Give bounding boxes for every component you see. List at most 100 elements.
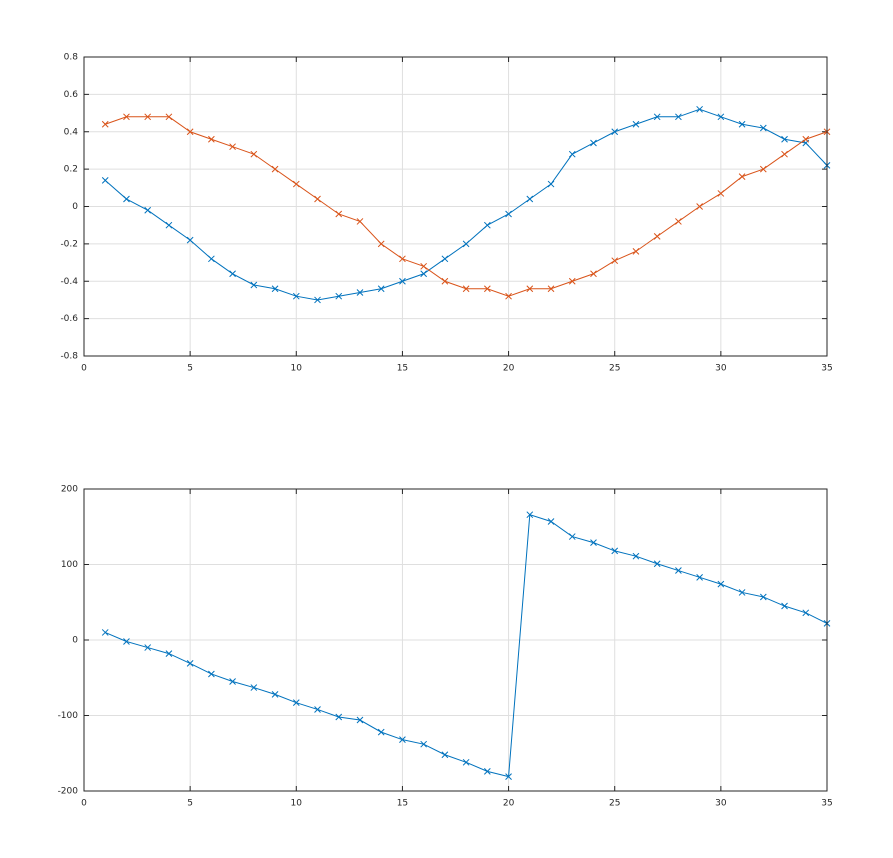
marker <box>292 699 300 707</box>
marker <box>101 629 109 636</box>
x-tick-label: 5 <box>187 799 193 809</box>
marker <box>632 552 640 560</box>
marker <box>717 113 725 121</box>
marker <box>675 567 682 574</box>
x-tick-label: 20 <box>503 799 515 809</box>
marker <box>590 270 597 278</box>
marker <box>314 296 321 304</box>
axes-box <box>83 56 828 357</box>
marker <box>653 113 661 121</box>
marker <box>717 580 725 588</box>
series-line <box>104 108 828 301</box>
marker <box>781 135 788 143</box>
marker <box>123 195 130 203</box>
marker <box>547 180 555 188</box>
marker <box>420 740 428 748</box>
marker <box>568 150 576 158</box>
marker <box>335 210 343 218</box>
marker <box>568 533 576 540</box>
x-tick-label: 25 <box>609 799 620 809</box>
marker <box>611 128 619 136</box>
marker <box>696 573 703 581</box>
marker <box>377 240 385 248</box>
marker <box>441 255 449 263</box>
marker <box>229 678 236 685</box>
marker <box>101 176 109 184</box>
marker <box>781 150 788 158</box>
marker <box>356 218 364 225</box>
marker <box>271 691 279 698</box>
marker <box>229 143 236 151</box>
marker <box>759 124 767 132</box>
x-tick-label: 25 <box>609 364 620 374</box>
y-tick-label: 200 <box>61 485 78 495</box>
marker <box>101 120 109 128</box>
marker <box>738 120 746 128</box>
x-tick-label: 20 <box>503 364 515 374</box>
marker <box>547 285 555 293</box>
marker <box>250 684 258 691</box>
marker <box>186 660 194 667</box>
marker <box>144 644 152 651</box>
marker <box>335 292 343 300</box>
marker <box>441 277 449 285</box>
x-tick-label: 0 <box>81 799 87 809</box>
y-tick-label: -0.4 <box>60 277 78 287</box>
marker <box>462 285 470 293</box>
marker <box>759 593 767 601</box>
marker <box>165 113 173 121</box>
marker <box>759 165 767 173</box>
y-tick-label: 0.8 <box>64 53 79 63</box>
marker <box>144 206 152 214</box>
marker <box>377 728 385 736</box>
y-tick-label: -200 <box>58 787 79 797</box>
axes: 0 5 10 15 20 25 30 35 -200 -100 0 100 200 <box>58 485 833 809</box>
marker <box>590 539 597 546</box>
marker <box>314 706 321 713</box>
marker <box>547 518 555 525</box>
marker <box>781 602 788 610</box>
marker <box>483 285 491 293</box>
marker <box>144 113 152 121</box>
marker <box>356 289 364 296</box>
marker <box>568 277 576 285</box>
marker <box>462 758 470 766</box>
marker <box>462 240 470 248</box>
x-tick-label: 10 <box>291 364 303 374</box>
marker <box>399 736 406 744</box>
y-tick-label: 0 <box>72 636 78 646</box>
x-tick-label: 10 <box>291 799 303 809</box>
marker <box>271 165 279 173</box>
marker <box>165 221 173 229</box>
marker <box>441 751 449 759</box>
marker <box>292 292 300 300</box>
marker <box>738 173 746 180</box>
marker <box>123 113 130 121</box>
y-tick-label: -0.6 <box>60 314 78 324</box>
axes-box <box>83 488 828 792</box>
x-tick-label: 5 <box>187 364 193 374</box>
x-tick-label: 30 <box>715 364 727 374</box>
marker <box>335 713 343 721</box>
x-tick-label: 30 <box>715 799 727 809</box>
marker <box>526 195 534 203</box>
marker <box>399 277 406 285</box>
marker <box>483 768 491 775</box>
marker <box>717 190 725 197</box>
marker <box>675 113 682 121</box>
marker <box>738 589 746 596</box>
marker <box>505 210 512 218</box>
y-tick-label: -0.2 <box>60 239 78 249</box>
marker <box>208 135 215 143</box>
marker <box>165 650 173 657</box>
marker <box>611 257 619 265</box>
y-tick-label: 0.2 <box>64 165 78 175</box>
marker <box>292 180 300 188</box>
x-tick-label: 15 <box>397 364 408 374</box>
marker <box>696 105 703 113</box>
y-tick-label: 0.6 <box>64 90 79 100</box>
marker <box>250 150 258 158</box>
x-tick-label: 35 <box>821 364 832 374</box>
y-tick-label: -0.8 <box>60 352 78 362</box>
